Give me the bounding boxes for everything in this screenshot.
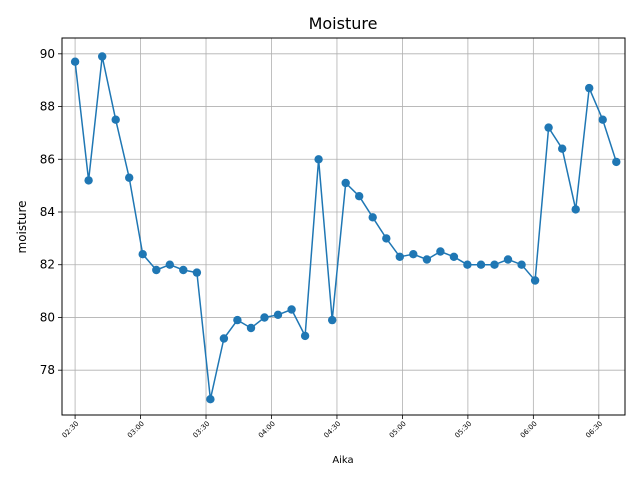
x-axis-label: Aika bbox=[332, 455, 353, 466]
data-point bbox=[206, 395, 215, 404]
data-point bbox=[192, 268, 202, 277]
y-tick-label: 88 bbox=[40, 100, 55, 114]
y-tick-label: 82 bbox=[40, 258, 55, 272]
data-point bbox=[152, 265, 161, 275]
plot-frame bbox=[61, 37, 626, 416]
data-point bbox=[503, 255, 513, 264]
data-point bbox=[409, 250, 418, 259]
data-point bbox=[544, 123, 553, 132]
data-point bbox=[111, 115, 120, 124]
data-point bbox=[125, 173, 134, 182]
data-point bbox=[314, 155, 323, 164]
data-point bbox=[490, 260, 499, 269]
data-point bbox=[517, 260, 526, 269]
data-point bbox=[70, 57, 80, 66]
data-point bbox=[328, 315, 337, 325]
data-point bbox=[436, 247, 445, 256]
data-point bbox=[300, 331, 310, 341]
y-axis-label: moisture bbox=[15, 201, 29, 254]
data-point bbox=[382, 234, 391, 243]
data-points bbox=[70, 52, 621, 404]
data-point bbox=[395, 252, 404, 261]
y-tick-label: 78 bbox=[40, 363, 55, 377]
y-tick-label: 80 bbox=[40, 310, 55, 324]
data-point bbox=[84, 176, 93, 185]
y-tick-label: 86 bbox=[40, 152, 55, 166]
data-point bbox=[219, 334, 229, 343]
data-point bbox=[260, 313, 269, 322]
data-point bbox=[585, 83, 594, 93]
data-point bbox=[287, 305, 296, 314]
data-point bbox=[355, 192, 364, 201]
data-point bbox=[341, 178, 350, 188]
data-point bbox=[476, 260, 486, 269]
data-point bbox=[598, 115, 607, 124]
data-point bbox=[449, 252, 459, 261]
data-point bbox=[571, 205, 580, 214]
data-point bbox=[530, 276, 540, 285]
data-point bbox=[138, 250, 147, 259]
data-point bbox=[422, 255, 432, 264]
data-point bbox=[368, 213, 377, 222]
data-point bbox=[246, 323, 256, 333]
data-point bbox=[98, 52, 107, 61]
data-point bbox=[233, 315, 242, 325]
data-point bbox=[463, 260, 472, 269]
chart-title: Moisture bbox=[309, 14, 378, 33]
data-point bbox=[273, 310, 283, 319]
data-point bbox=[179, 265, 188, 275]
data-point bbox=[558, 144, 567, 153]
y-tick-label: 84 bbox=[40, 205, 55, 219]
y-tick-label: 90 bbox=[40, 47, 55, 61]
data-point bbox=[165, 260, 174, 269]
y-axis-ticks: 78 80 82 84 86 88 90 bbox=[40, 47, 62, 377]
data-point bbox=[612, 157, 621, 167]
